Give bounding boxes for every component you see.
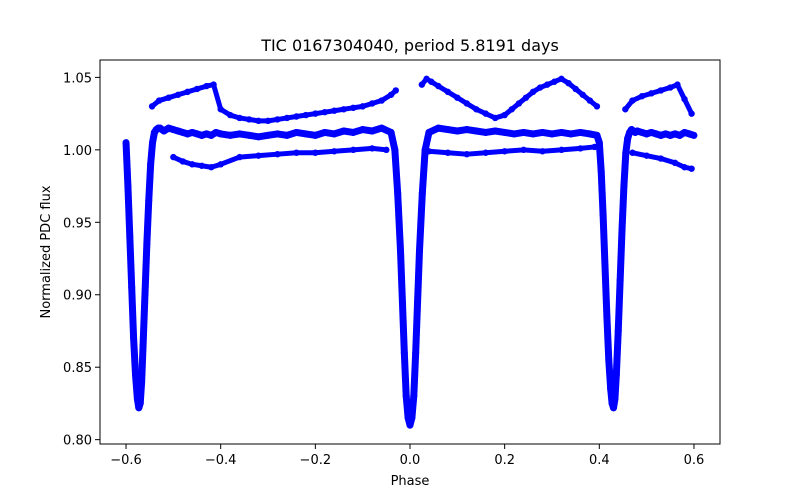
- point-band: [408, 392, 418, 422]
- point-band: [601, 262, 611, 320]
- point-band: [218, 154, 243, 167]
- point-band: [331, 147, 356, 154]
- y-axis: 0.80 0.85 0.90 0.95 1.00 1.05: [63, 71, 100, 449]
- point-band: [410, 349, 420, 400]
- point-band: [595, 139, 605, 176]
- point-band: [388, 87, 399, 98]
- point-band: [402, 392, 412, 422]
- point-band: [682, 164, 695, 172]
- point-band: [483, 148, 508, 156]
- point-band: [128, 284, 138, 342]
- y-tick-label: 0.80: [63, 434, 92, 449]
- point-band: [274, 150, 299, 157]
- point-band: [136, 378, 146, 407]
- point-band: [124, 182, 134, 241]
- x-axis: −0.6 −0.4 −0.2 0.0 0.2 0.4 0.6: [110, 444, 704, 468]
- y-tick-label: 1.00: [63, 144, 92, 159]
- x-tick-label: −0.2: [300, 453, 332, 468]
- point-band: [412, 298, 422, 357]
- point-band: [620, 149, 630, 190]
- point-band: [674, 82, 687, 102]
- point-band: [415, 189, 426, 255]
- y-tick-label: 0.90: [63, 289, 92, 304]
- point-band: [605, 356, 615, 393]
- point-band: [597, 168, 607, 219]
- point-band: [147, 139, 157, 168]
- point-band: [369, 145, 389, 153]
- y-tick-label: 0.85: [63, 361, 92, 376]
- point-band: [145, 160, 155, 205]
- point-band: [143, 197, 153, 248]
- point-band: [394, 189, 405, 255]
- chart-title: TIC 0167304040, period 5.8191 days: [260, 36, 559, 55]
- point-band: [540, 147, 564, 154]
- point-band: [426, 148, 451, 156]
- point-band: [211, 82, 224, 112]
- y-axis-label: Normalized PDC flux: [39, 185, 54, 318]
- point-band: [616, 226, 626, 284]
- point-band: [126, 233, 136, 291]
- point-band: [398, 298, 408, 357]
- x-tick-label: 0.0: [400, 453, 421, 468]
- point-band: [237, 153, 262, 160]
- point-band: [418, 146, 429, 197]
- point-band: [611, 370, 620, 403]
- x-axis-label: Phase: [391, 474, 430, 489]
- data-points: [122, 75, 698, 429]
- x-tick-label: 0.2: [494, 453, 515, 468]
- point-band: [599, 211, 609, 270]
- point-band: [603, 312, 613, 364]
- point-band: [577, 144, 598, 151]
- point-band: [682, 96, 695, 117]
- point-band: [400, 349, 410, 400]
- point-band: [312, 148, 337, 156]
- point-band: [614, 276, 624, 335]
- x-tick-label: 0.6: [684, 453, 705, 468]
- point-band: [130, 334, 139, 378]
- point-band: [502, 147, 527, 154]
- y-tick-label: 0.95: [63, 216, 92, 231]
- point-band: [685, 130, 698, 139]
- point-band: [587, 98, 600, 109]
- point-band: [558, 145, 583, 153]
- point-band: [464, 150, 489, 157]
- point-band: [122, 139, 132, 190]
- x-tick-label: −0.4: [205, 453, 237, 468]
- point-band: [350, 145, 375, 153]
- point-band: [132, 370, 141, 403]
- point-band: [141, 240, 151, 299]
- point-band: [618, 182, 628, 234]
- x-tick-label: 0.4: [589, 453, 610, 468]
- y-tick-label: 1.05: [63, 71, 92, 86]
- point-band: [391, 146, 402, 197]
- point-band: [612, 327, 622, 378]
- x-tick-label: −0.6: [110, 453, 142, 468]
- point-band: [521, 147, 546, 154]
- point-band: [397, 247, 406, 306]
- point-band: [414, 247, 423, 306]
- point-band: [139, 291, 149, 349]
- point-band: [445, 150, 470, 157]
- point-band: [138, 341, 147, 386]
- point-band: [256, 151, 280, 159]
